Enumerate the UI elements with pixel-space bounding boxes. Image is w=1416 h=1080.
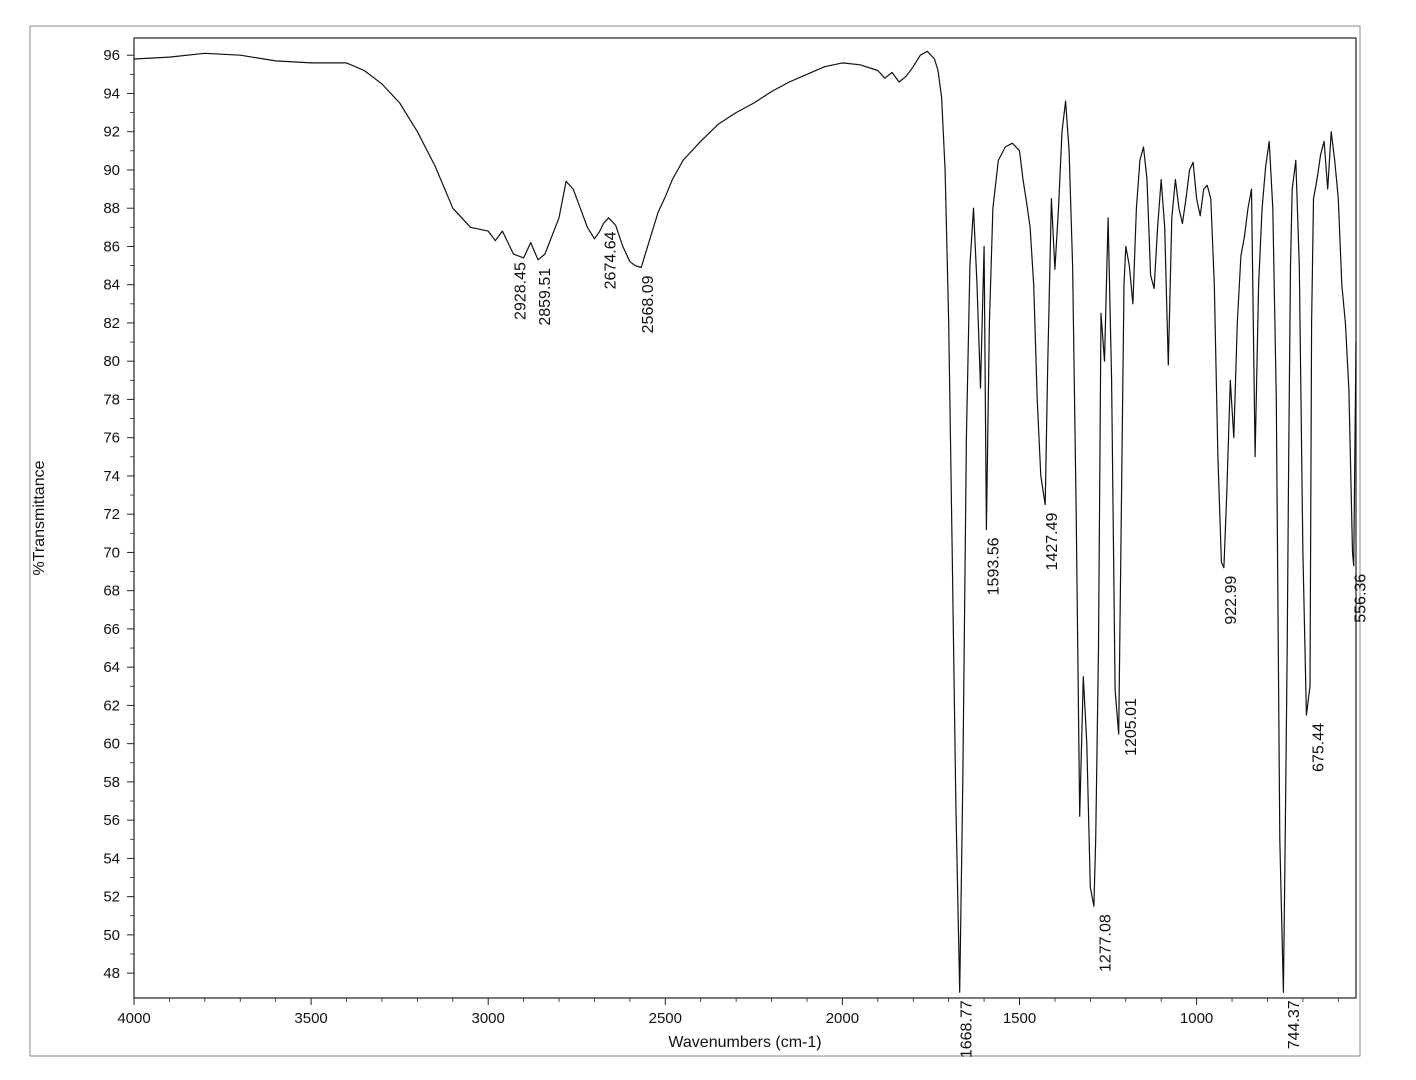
- y-tick-label: 56: [103, 812, 120, 829]
- x-tick-label: 3500: [294, 1010, 327, 1027]
- y-tick-label: 52: [103, 889, 120, 906]
- y-tick-label: 88: [103, 200, 120, 217]
- y-tick-label: 82: [103, 315, 120, 332]
- peak-label: 2674.64: [602, 231, 619, 289]
- x-tick-label: 3000: [472, 1010, 505, 1027]
- peak-label: 675.44: [1311, 723, 1328, 772]
- x-tick-label: 1500: [1003, 1010, 1036, 1027]
- y-tick-label: 68: [103, 583, 120, 600]
- y-tick-label: 72: [103, 506, 120, 523]
- y-tick-label: 64: [103, 659, 120, 676]
- y-tick-label: 78: [103, 391, 120, 408]
- x-axis-title: Wavenumbers (cm-1): [668, 1034, 821, 1051]
- peak-label: 1427.49: [1044, 513, 1061, 571]
- y-tick-label: 62: [103, 697, 120, 714]
- peak-label: 744.37: [1286, 1000, 1303, 1049]
- y-tick-label: 74: [103, 468, 120, 485]
- y-tick-label: 94: [103, 85, 120, 102]
- plot-area: [133, 37, 1357, 999]
- series-line: [133, 50, 1357, 993]
- y-tick-label: 84: [103, 277, 120, 294]
- y-tick-label: 70: [103, 544, 120, 561]
- y-axis-ticks: 48 50 52 54 56 58 60 62 64 66 68 70 72 74 76 78 80 82 84 86…: [103, 47, 134, 982]
- peak-labels: 2928.45 2859.51 2674.64 2568.09 1668.77 1593.…: [513, 231, 1370, 1058]
- y-tick-label: 50: [103, 927, 120, 944]
- y-tick-label: 76: [103, 430, 120, 447]
- y-tick-label: 96: [103, 47, 120, 64]
- peak-label: 2928.45: [513, 262, 530, 320]
- y-tick-label: 80: [103, 353, 120, 370]
- peak-label: 556.36: [1353, 574, 1370, 623]
- y-tick-label: 86: [103, 238, 120, 255]
- peak-label: 2859.51: [537, 268, 554, 326]
- y-tick-label: 60: [103, 736, 120, 753]
- peak-label: 2568.09: [640, 275, 657, 333]
- y-tick-label: 90: [103, 162, 120, 179]
- y-tick-label: 58: [103, 774, 120, 791]
- y-tick-label: 66: [103, 621, 120, 638]
- x-tick-label: 2500: [649, 1010, 682, 1027]
- x-tick-label: 4000: [117, 1010, 150, 1027]
- peak-label: 1205.01: [1123, 698, 1140, 756]
- y-axis-title: %Transmittance: [31, 460, 48, 575]
- outer-frame: [29, 25, 1361, 1057]
- x-tick-label: 1000: [1180, 1010, 1213, 1027]
- x-axis-ticks: 4000 3500 3000 2500 2000 1500 1000: [117, 998, 1339, 1027]
- peak-label: 922.99: [1223, 576, 1240, 625]
- plot-frame: [133, 37, 1357, 999]
- peak-label: 1668.77: [959, 1000, 976, 1058]
- y-tick-label: 48: [103, 965, 120, 982]
- x-tick-label: 2000: [826, 1010, 859, 1027]
- peak-label: 1593.56: [985, 537, 1002, 595]
- peak-label: 1277.08: [1098, 914, 1115, 972]
- y-tick-label: 54: [103, 850, 120, 867]
- y-tick-label: 92: [103, 124, 120, 141]
